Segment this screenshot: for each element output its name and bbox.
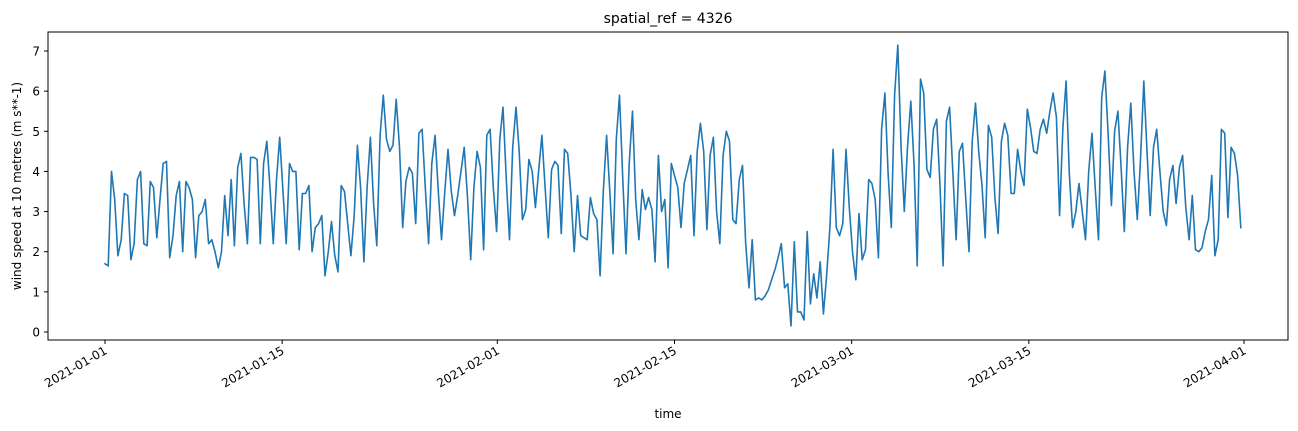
x-tick-label: 2021-04-01 <box>1181 343 1248 390</box>
x-axis-ticks: 2021-01-01 2021-01-15 2021-02-01 2021-02-15… <box>42 340 1249 390</box>
y-tick-label: 1 <box>32 285 40 299</box>
chart-title: spatial_ref = 4326 <box>604 11 733 27</box>
wind-speed-line <box>103 44 1242 327</box>
y-tick-label: 7 <box>32 45 40 59</box>
x-tick-label: 2021-01-15 <box>219 343 286 390</box>
y-tick-label: 4 <box>32 165 40 179</box>
x-tick-label: 2021-02-01 <box>434 343 501 390</box>
plot-area <box>47 31 1289 341</box>
x-tick-label: 2021-02-15 <box>612 343 679 390</box>
y-tick-label: 0 <box>32 326 40 340</box>
x-tick-label: 2021-01-01 <box>42 343 109 390</box>
y-axis-label: wind speed at 10 metres (m s**-1) <box>10 82 24 290</box>
y-tick-label: 3 <box>32 205 40 219</box>
y-tick-label: 5 <box>32 125 40 139</box>
y-tick-label: 6 <box>32 85 40 99</box>
x-tick-label: 2021-03-15 <box>966 343 1033 390</box>
axes-frame <box>47 31 1289 341</box>
y-tick-label: 2 <box>32 245 40 259</box>
x-tick-label: 2021-03-01 <box>789 343 856 390</box>
x-axis-label: time <box>654 407 681 421</box>
y-axis-ticks: 0 1 2 3 4 5 6 7 <box>32 45 48 340</box>
